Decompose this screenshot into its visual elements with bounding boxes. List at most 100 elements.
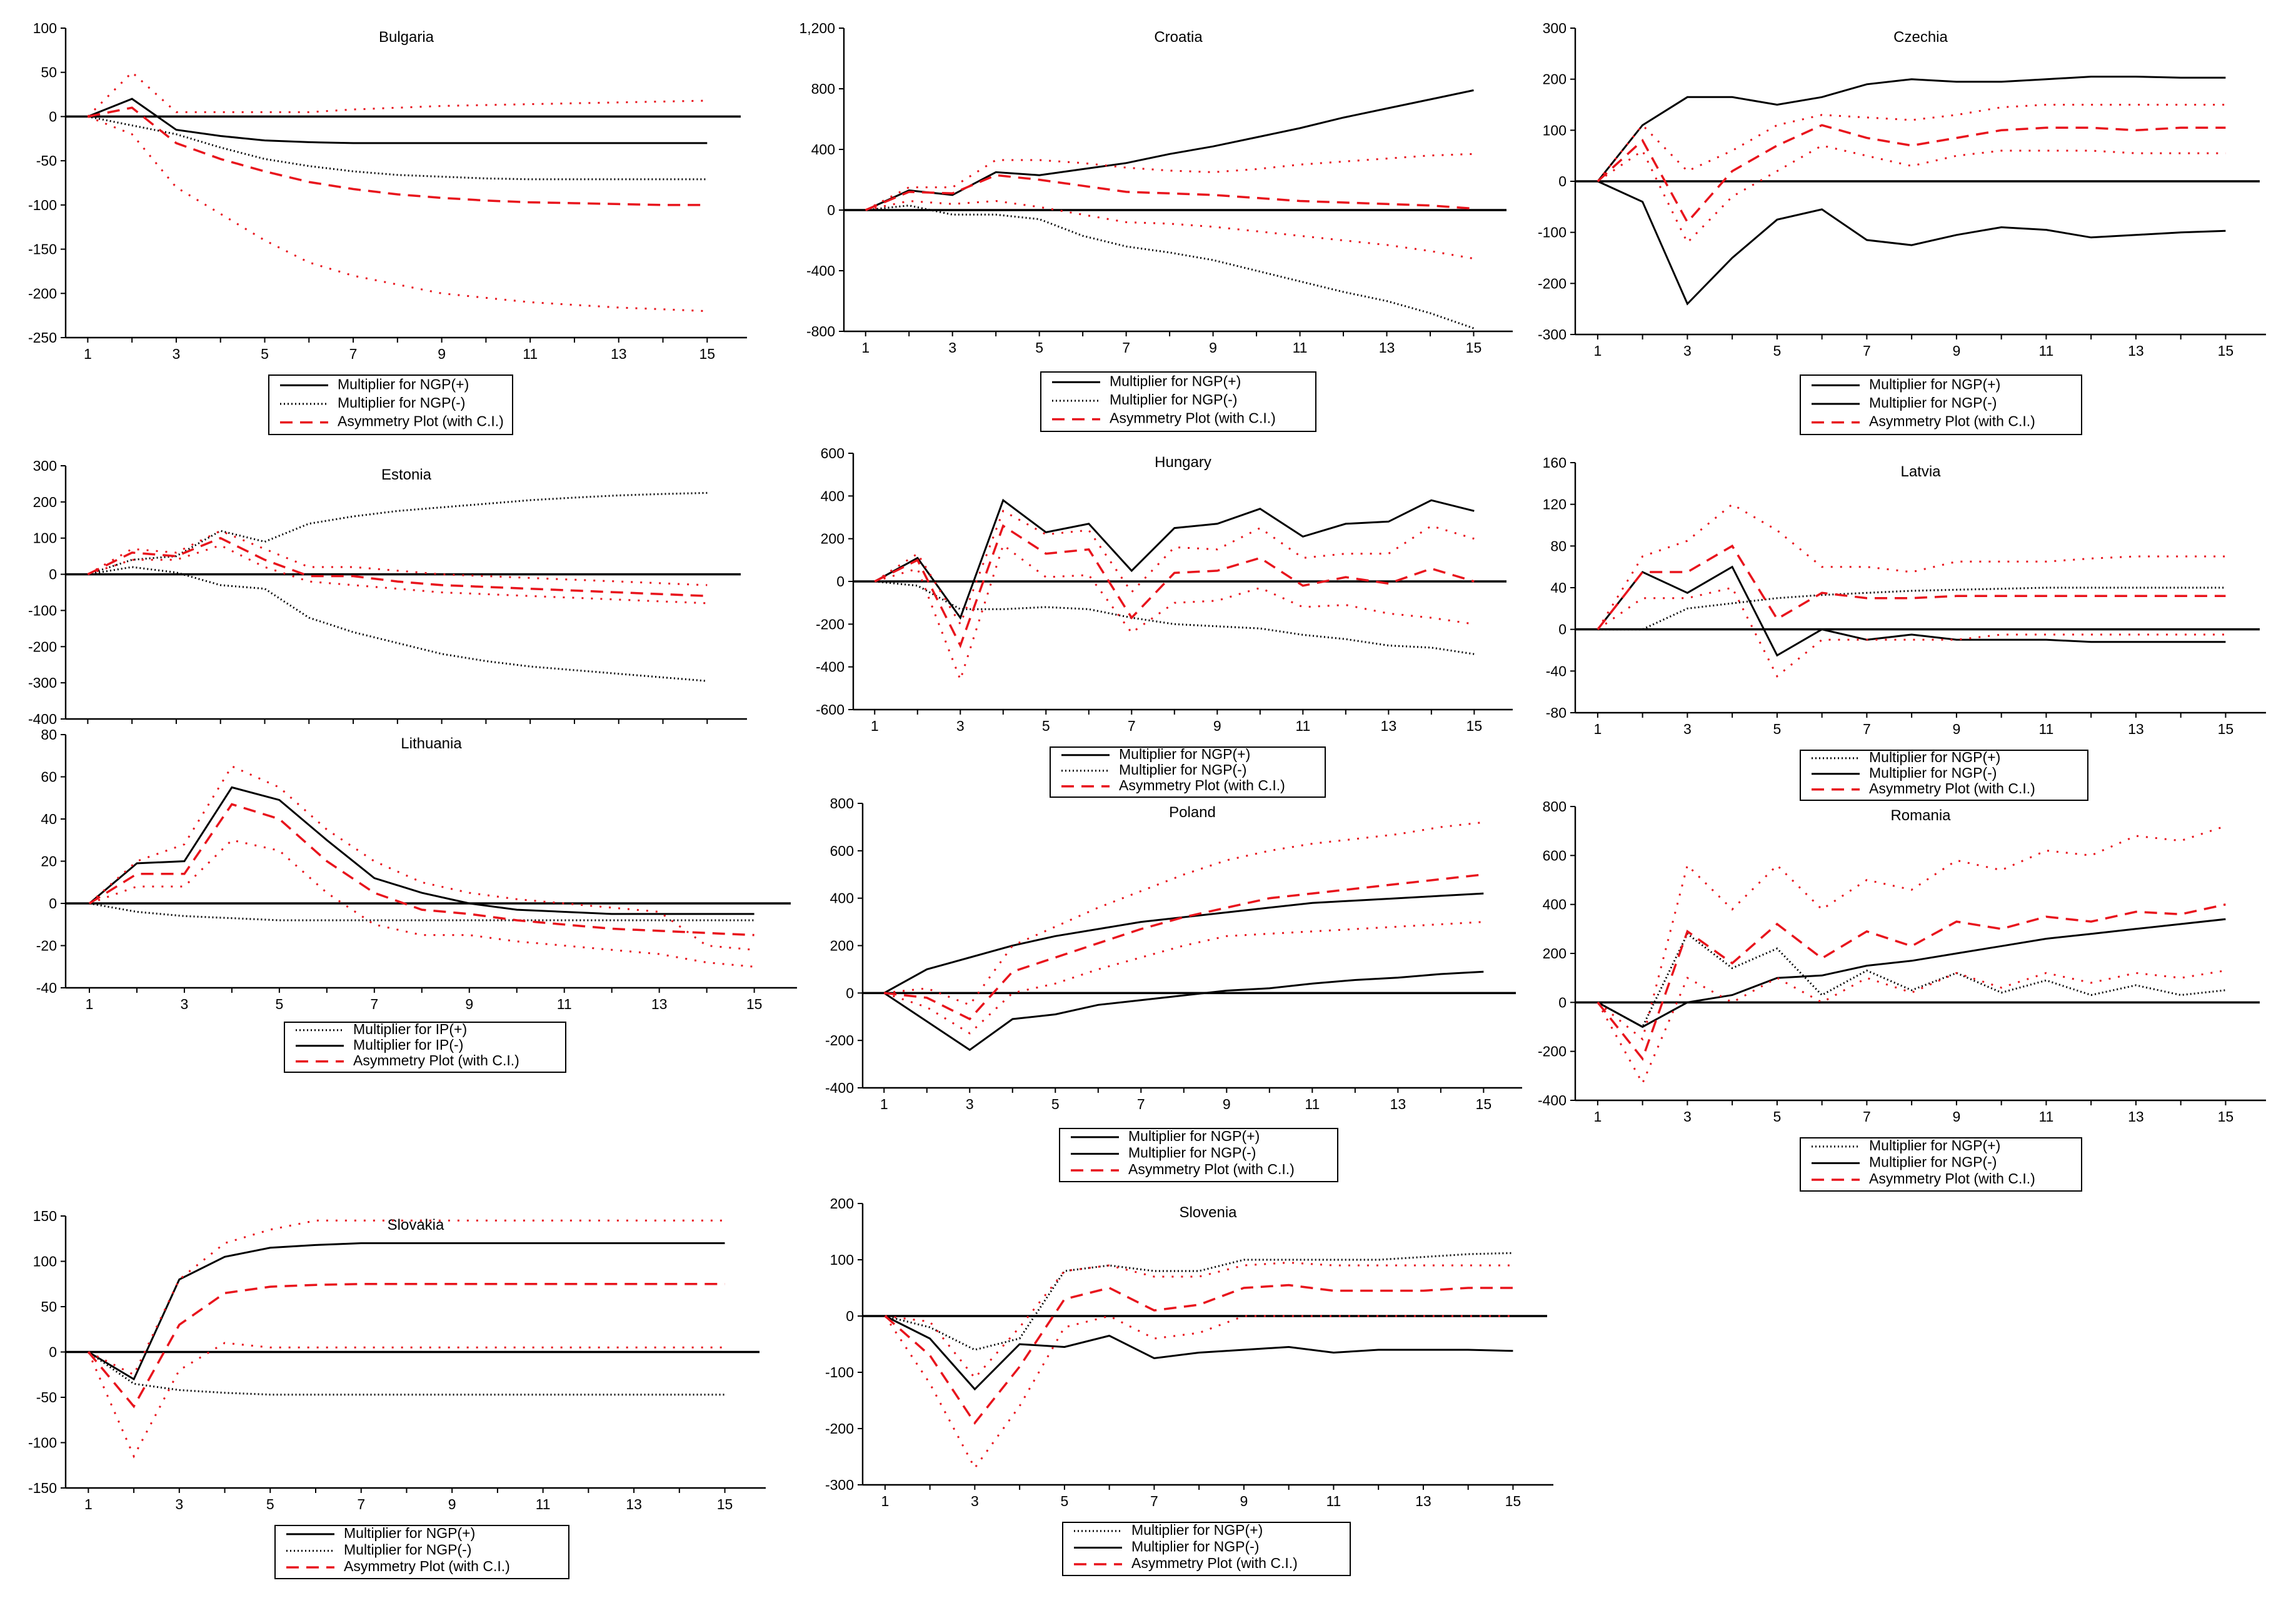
y-tick-label: 0 — [1558, 621, 1567, 638]
legend-label: Multiplier for NGP(+) — [1119, 746, 1250, 762]
x-tick-label: 7 — [1863, 721, 1871, 737]
y-tick-label: 0 — [49, 1344, 57, 1360]
legend-label: Asymmetry Plot (with C.I.) — [1119, 777, 1285, 793]
x-tick-label: 1 — [1593, 1108, 1602, 1125]
series-line-2 — [884, 873, 1484, 1021]
series-line-2 — [1597, 903, 2226, 1061]
legend-label: Multiplier for NGP(+) — [1869, 376, 2000, 392]
y-tick-label: 80 — [41, 726, 57, 743]
x-tick-label: 13 — [651, 996, 668, 1012]
legend-label: Multiplier for NGP(+) — [1128, 1128, 1260, 1144]
y-tick-label: 400 — [1543, 897, 1567, 913]
y-tick-label: 150 — [33, 1208, 57, 1224]
series-line-0 — [1597, 586, 2226, 631]
x-tick-label: 1 — [871, 718, 879, 734]
x-tick-label: 7 — [1122, 339, 1130, 356]
series-line-0 — [865, 89, 1474, 211]
x-tick-label: 13 — [1381, 718, 1397, 734]
panel-title: Estonia — [381, 466, 432, 483]
panel-title: Croatia — [1154, 29, 1203, 46]
x-tick-label: 3 — [956, 718, 965, 734]
x-tick-label: 13 — [1415, 1493, 1431, 1509]
y-tick-label: 200 — [830, 1195, 854, 1212]
series-line-0 — [883, 892, 1484, 994]
x-tick-label: 5 — [261, 346, 269, 362]
y-tick-label: 0 — [1558, 994, 1567, 1010]
panel-title: Hungary — [1155, 454, 1211, 471]
y-tick-label: -40 — [1546, 663, 1567, 679]
x-tick-label: 15 — [1466, 718, 1483, 734]
y-tick-label: 0 — [827, 202, 835, 218]
series-line-1 — [88, 1351, 725, 1396]
x-tick-label: 11 — [557, 996, 572, 1012]
series-line-0 — [1597, 76, 2226, 182]
x-tick-label: 3 — [175, 1496, 183, 1512]
y-tick-label: 800 — [811, 81, 835, 97]
panel-title: Slovakia — [388, 1217, 444, 1234]
y-tick-label: -100 — [28, 197, 57, 213]
panel-title: Bulgaria — [379, 29, 434, 46]
x-tick-label: 5 — [1035, 339, 1043, 356]
x-tick-label: 15 — [2218, 343, 2234, 359]
x-tick-label: 3 — [948, 339, 956, 356]
y-tick-label: -50 — [36, 1389, 57, 1405]
x-tick-label: 7 — [1128, 718, 1136, 734]
x-tick-label: 11 — [1305, 1096, 1320, 1112]
series-line-3 — [1597, 104, 2226, 182]
series-line-2 — [884, 1284, 1513, 1425]
legend-label: Multiplier for NGP(-) — [1131, 1538, 1259, 1554]
y-tick-label: -400 — [825, 1080, 854, 1096]
y-tick-label: -150 — [28, 241, 57, 258]
legend-label: Multiplier for NGP(-) — [1869, 1153, 1997, 1170]
legend-label: Multiplier for NGP(-) — [344, 1541, 471, 1557]
series-line-1 — [885, 1315, 1513, 1391]
x-tick-label: 5 — [1060, 1493, 1068, 1509]
y-tick-label: -800 — [806, 323, 835, 339]
y-tick-label: 600 — [830, 843, 854, 859]
x-tick-label: 5 — [1773, 721, 1781, 737]
panel-title: Latvia — [1900, 463, 1941, 480]
series-line-2 — [87, 536, 708, 598]
x-tick-label: 9 — [1209, 339, 1217, 356]
legend-label: Multiplier for IP(-) — [353, 1037, 463, 1053]
x-tick-label: 11 — [536, 1496, 551, 1512]
legend-label: Asymmetry Plot (with C.I.) — [344, 1558, 510, 1574]
x-tick-label: 1 — [881, 1493, 889, 1509]
x-tick-label: 3 — [971, 1493, 979, 1509]
panel-estonia: 300 200 100 0 -100 -200 -300 -400 Estonia — [28, 458, 747, 727]
x-tick-label: 7 — [1150, 1493, 1158, 1509]
x-tick-label: 1 — [1593, 343, 1602, 359]
series-line-3 — [87, 71, 708, 118]
y-tick-label: 100 — [33, 20, 57, 36]
legend-box — [1800, 1137, 2082, 1192]
series-line-0 — [1597, 932, 2226, 1028]
y-tick-label: -200 — [825, 1420, 854, 1437]
series-line-4 — [874, 543, 1475, 683]
x-tick-label: 11 — [2038, 721, 2053, 737]
legend-label: Multiplier for NGP(-) — [1119, 761, 1246, 778]
x-tick-label: 15 — [746, 996, 763, 1012]
y-tick-label: -80 — [1546, 705, 1567, 721]
y-tick-label: -50 — [36, 153, 57, 169]
y-tick-label: 200 — [821, 531, 845, 547]
x-tick-label: 9 — [1223, 1096, 1231, 1112]
legend-label: Asymmetry Plot (with C.I.) — [1128, 1161, 1295, 1177]
legend-label: Asymmetry Plot (with C.I.) — [1110, 410, 1276, 426]
y-tick-label: -100 — [28, 1435, 57, 1451]
series-line-2 — [1597, 124, 2226, 224]
y-tick-label: 1,200 — [799, 20, 835, 36]
legend-label: Asymmetry Plot (with C.I.) — [1869, 780, 2035, 796]
y-tick-label: 100 — [33, 530, 57, 546]
y-tick-label: -200 — [825, 1032, 854, 1048]
x-tick-label: 3 — [173, 346, 181, 362]
y-tick-label: 800 — [1543, 798, 1567, 815]
y-tick-label: -400 — [1538, 1092, 1567, 1108]
series-line-1 — [875, 580, 1475, 655]
